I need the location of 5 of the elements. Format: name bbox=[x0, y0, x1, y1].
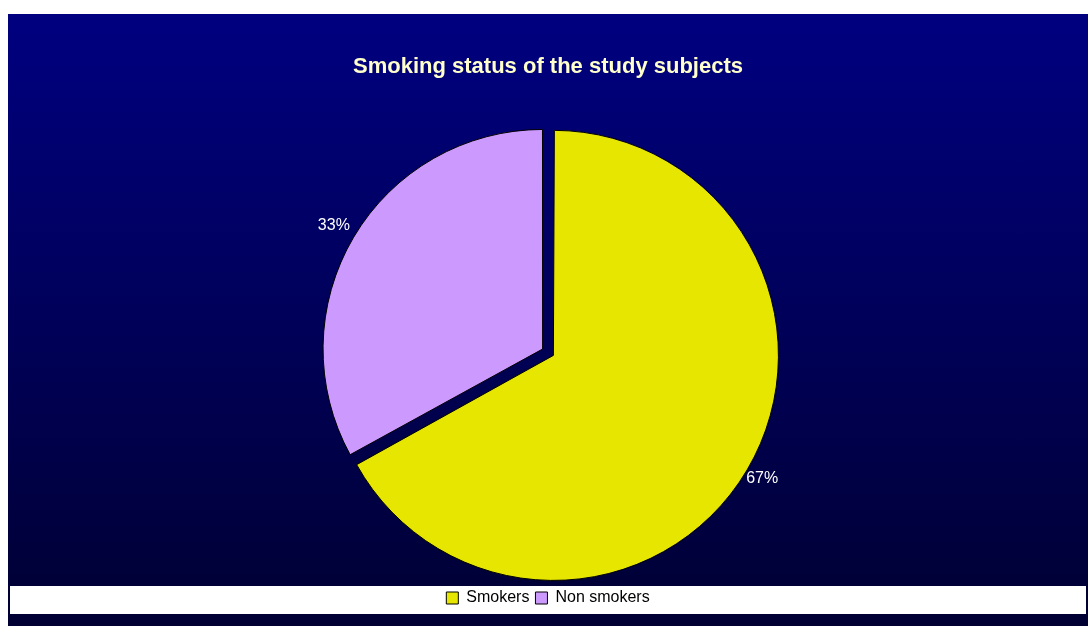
chart-title: Smoking status of the study subjects bbox=[353, 53, 743, 79]
data-label: 33% bbox=[317, 215, 350, 233]
data-label: 67% bbox=[746, 469, 779, 487]
legend-label: Non smokers bbox=[555, 588, 650, 606]
legend-label: Smokers bbox=[466, 588, 530, 606]
